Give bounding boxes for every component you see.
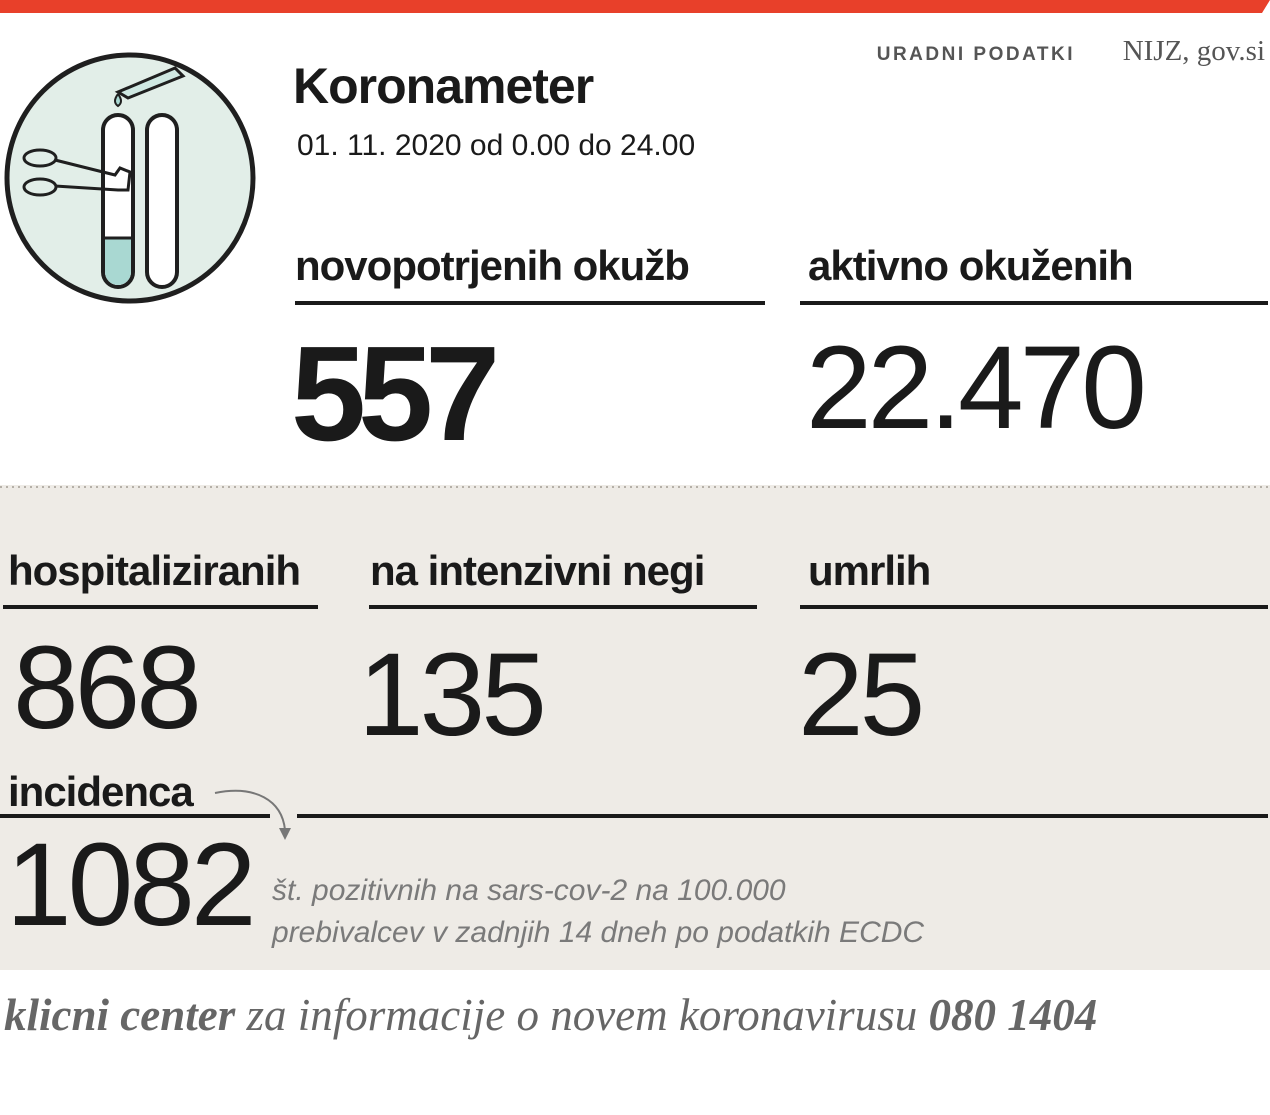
panel: [0, 485, 1270, 970]
title: Koronameter: [293, 58, 594, 114]
stat-value: 557: [291, 318, 495, 469]
stat-value: 25: [798, 629, 921, 761]
footer-text: za informacije o novem koronavirusu: [245, 990, 917, 1040]
source: NIJZ, gov.si: [1123, 35, 1265, 67]
stat-label: na intenzivni negi: [370, 547, 704, 594]
stat-value: 22.470: [806, 322, 1143, 454]
stat-label: hospitaliziranih: [8, 547, 300, 594]
footer-phone: 080 1404: [928, 990, 1097, 1040]
stat-value: 868: [13, 622, 198, 754]
footer-lead: klicni center: [4, 990, 236, 1040]
date: 01. 11. 2020 od 0.00 do 24.00: [297, 129, 695, 162]
top-bar: [0, 0, 1270, 13]
stat-value: 135: [358, 629, 543, 761]
incidence-note: prebivalcev v zadnjih 14 dneh po podatki…: [271, 916, 924, 949]
illustration: [4, 52, 256, 304]
footer: klicni center za informacije o novem kor…: [4, 990, 1097, 1040]
stat-label: aktivno okuženih: [808, 242, 1133, 289]
arrow: [214, 789, 286, 831]
incidence-note: št. pozitivnih na sars-cov-2 na 100.000: [272, 874, 786, 907]
incidence-label: incidenca: [8, 768, 194, 815]
source-label: URADNI PODATKI: [877, 44, 1075, 65]
arrow-head: [279, 828, 291, 840]
stat-label: umrlih: [808, 547, 930, 594]
incidence-value: 1082: [6, 819, 253, 951]
stat-label: novopotrjenih okužb: [295, 242, 689, 289]
